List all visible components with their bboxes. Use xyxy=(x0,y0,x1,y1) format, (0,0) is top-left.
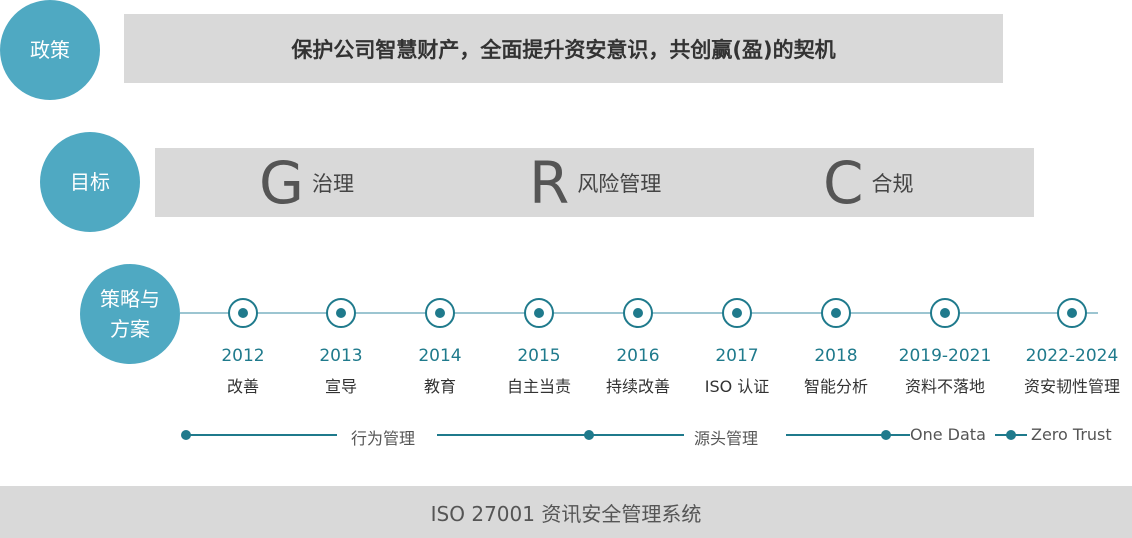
timeline-node xyxy=(722,298,752,328)
timeline-node xyxy=(623,298,653,328)
goal-compliance: C 合规 xyxy=(823,148,914,217)
phase-line xyxy=(186,434,337,436)
phase-zero-trust: Zero Trust xyxy=(1031,425,1112,444)
phase-behavior: 行为管理 xyxy=(351,429,416,448)
timeline-year: 2016 xyxy=(616,346,660,366)
phase-line xyxy=(786,434,910,436)
goal-governance: G 治理 xyxy=(259,148,354,217)
timeline-label: 自主当责 xyxy=(506,377,571,396)
timeline-label: ISO 认证 xyxy=(704,377,770,396)
phase-dot xyxy=(1006,430,1016,440)
timeline-label: 持续改善 xyxy=(605,377,670,396)
timeline-year: 2022-2024 xyxy=(1025,346,1119,366)
timeline-node xyxy=(930,298,960,328)
timeline-label: 宣导 xyxy=(324,377,357,396)
timeline-node xyxy=(821,298,851,328)
phase-one-data: One Data xyxy=(910,425,986,444)
timeline-node xyxy=(425,298,455,328)
timeline-year: 2017 xyxy=(715,346,759,366)
timeline-node xyxy=(228,298,258,328)
timeline-node xyxy=(326,298,356,328)
timeline-year: 2018 xyxy=(814,346,858,366)
timeline-label: 智能分析 xyxy=(803,377,868,396)
timeline-node xyxy=(1057,298,1087,328)
phase-line xyxy=(589,434,684,436)
timeline-year: 2013 xyxy=(319,346,363,366)
timeline-year: 2014 xyxy=(418,346,462,366)
timeline-year: 2019-2021 xyxy=(898,346,992,366)
timeline-year: 2015 xyxy=(517,346,561,366)
timeline-node xyxy=(524,298,554,328)
footer-band: ISO 27001 资讯安全管理系统 xyxy=(0,486,1132,538)
timeline-year: 2012 xyxy=(221,346,265,366)
goal-circle: 目标 xyxy=(40,132,140,232)
phase-line xyxy=(437,434,589,436)
policy-band: 保护公司智慧财产，全面提升资安意识，共创赢(盈)的契机 xyxy=(124,14,1003,83)
goal-risk: R 风险管理 xyxy=(529,148,662,217)
policy-circle: 政策 xyxy=(0,0,100,100)
timeline-label: 教育 xyxy=(423,377,456,396)
goal-band: G 治理 R 风险管理 C 合规 xyxy=(155,148,1034,217)
timeline-label: 资料不落地 xyxy=(904,377,985,396)
timeline-label: 资安韧性管理 xyxy=(1023,377,1120,396)
phase-source: 源头管理 xyxy=(694,429,759,448)
phase-dot xyxy=(881,430,891,440)
strategy-circle: 策略与 方案 xyxy=(80,264,180,364)
timeline-label: 改善 xyxy=(226,377,259,396)
